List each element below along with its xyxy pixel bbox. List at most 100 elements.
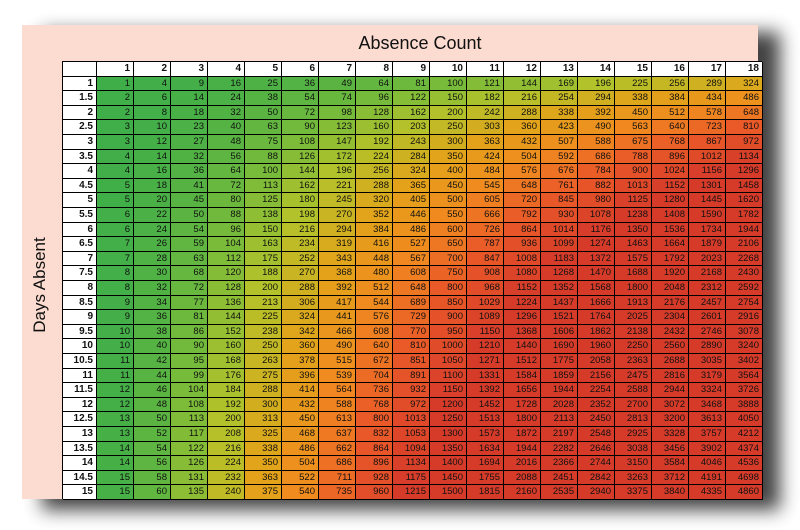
heatmap-cell: 3468: [689, 397, 726, 413]
heatmap-cell: 2746: [689, 324, 726, 340]
heatmap-cell: 1666: [578, 295, 615, 311]
heatmap-cell: 1000: [430, 339, 467, 354]
heatmap-cell: 254: [541, 91, 578, 106]
heatmap-cell: 980: [578, 193, 615, 208]
heatmap-cell: 507: [541, 135, 578, 150]
heatmap-cell: 288: [245, 383, 282, 398]
row-header: 14: [63, 456, 97, 471]
heatmap-cell: 1734: [689, 222, 726, 238]
heatmap-cell: 720: [504, 193, 541, 208]
heatmap-cell: 80: [208, 193, 245, 208]
heatmap-cell: 2450: [578, 412, 615, 427]
heatmap-cell: 288: [504, 105, 541, 121]
heatmap-cell: 2940: [578, 485, 615, 500]
heatmap-cell: 3757: [689, 427, 726, 442]
heatmap-cell: 640: [356, 339, 393, 354]
heatmap-cell: 294: [578, 91, 615, 106]
heatmap-cell: 120: [208, 266, 245, 281]
column-header: 8: [356, 62, 393, 77]
heatmap-cell: 1368: [504, 324, 541, 340]
heatmap-cell: 95: [171, 354, 208, 369]
heatmap-cell: 2813: [615, 412, 652, 427]
row-header: 11: [63, 368, 97, 384]
heatmap-cell: 4: [97, 164, 134, 179]
heatmap-cell: 113: [245, 178, 282, 194]
heatmap-cell: 1573: [467, 427, 504, 442]
heatmap-cell: 288: [282, 281, 319, 296]
heatmap-cell: 1568: [578, 281, 615, 296]
heatmap-cell: 4191: [689, 470, 726, 486]
heatmap-cell: 400: [430, 164, 467, 179]
heatmap-cell: 896: [356, 456, 393, 471]
heatmap-cell: 1210: [467, 339, 504, 354]
heatmap-cell: 592: [541, 149, 578, 165]
heatmap-cell: 810: [726, 120, 763, 135]
heatmap-cell: 144: [282, 164, 319, 179]
heatmap-cell: 2592: [726, 281, 763, 296]
heatmap-cell: 144: [504, 76, 541, 92]
heatmap-cell: 324: [393, 164, 430, 179]
heatmap-cell: 1274: [578, 237, 615, 252]
heatmap-cell: 232: [208, 470, 245, 486]
heatmap-cell: 1590: [689, 208, 726, 223]
heatmap-cell: 650: [430, 237, 467, 252]
heatmap-cell: 2268: [726, 251, 763, 267]
row-header: 7.5: [63, 266, 97, 281]
heatmap-cell: 504: [282, 456, 319, 471]
heatmap-cell: 466: [319, 324, 356, 340]
heatmap-cell: 545: [467, 178, 504, 194]
heatmap-cell: 2754: [726, 295, 763, 311]
heatmap-cell: 3150: [615, 456, 652, 471]
heatmap-cell: 126: [282, 149, 319, 165]
heatmap-cell: 563: [615, 120, 652, 135]
heatmap-cell: 131: [171, 470, 208, 486]
heatmap-cell: 392: [578, 105, 615, 121]
heatmap-cell: 224: [356, 149, 393, 165]
heatmap-cell: 2088: [504, 470, 541, 486]
heatmap-cell: 1150: [430, 383, 467, 398]
heatmap-cell: 486: [282, 441, 319, 457]
heatmap-cell: 576: [356, 310, 393, 325]
heatmap-cell: 2250: [615, 339, 652, 354]
heatmap-cell: 1296: [504, 310, 541, 325]
heatmap-cell: 736: [356, 383, 393, 398]
heatmap-cell: 490: [319, 339, 356, 354]
heatmap-cell: 32: [171, 149, 208, 165]
heatmap-cell: 200: [208, 412, 245, 427]
heatmap-cell: 800: [356, 412, 393, 427]
heatmap-cell: 784: [578, 164, 615, 179]
heatmap-cell: 1944: [726, 222, 763, 238]
heatmap-cell: 42: [134, 354, 171, 369]
heatmap-cell: 468: [282, 427, 319, 442]
heatmap-cell: 1606: [541, 324, 578, 340]
heatmap-cell: 284: [393, 149, 430, 165]
heatmap-cell: 63: [245, 120, 282, 135]
heatmap-cell: 27: [171, 135, 208, 150]
heatmap-cell: 16: [208, 76, 245, 92]
heatmap-cell: 792: [504, 208, 541, 223]
heatmap-cell: 252: [282, 251, 319, 267]
heatmap-cell: 578: [689, 105, 726, 121]
heatmap-cell: 48: [134, 397, 171, 413]
heatmap-cell: 176: [208, 368, 245, 384]
heatmap-cell: 200: [430, 105, 467, 121]
heatmap-cell: 15: [97, 470, 134, 486]
heatmap-cell: 289: [689, 76, 726, 92]
heatmap-cell: 375: [245, 485, 282, 500]
heatmap-cell: 9: [171, 76, 208, 92]
heatmap-cell: 2025: [615, 310, 652, 325]
heatmap-cell: 4698: [726, 470, 763, 486]
heatmap-cell: 936: [504, 237, 541, 252]
heatmap-cell: 24: [208, 91, 245, 106]
heatmap-cell: 1690: [541, 339, 578, 354]
heatmap-cell: 16: [134, 164, 171, 179]
heatmap-cell: 960: [356, 485, 393, 500]
heatmap-cell: 38: [245, 91, 282, 106]
heatmap-cell: 723: [689, 120, 726, 135]
heatmap-cell: 54: [171, 222, 208, 238]
row-header: 8.5: [63, 295, 97, 311]
heatmap-cell: 2048: [652, 281, 689, 296]
heatmap-cell: 2430: [726, 266, 763, 281]
heatmap-cell: 4: [97, 149, 134, 165]
heatmap-cell: 36: [134, 310, 171, 325]
